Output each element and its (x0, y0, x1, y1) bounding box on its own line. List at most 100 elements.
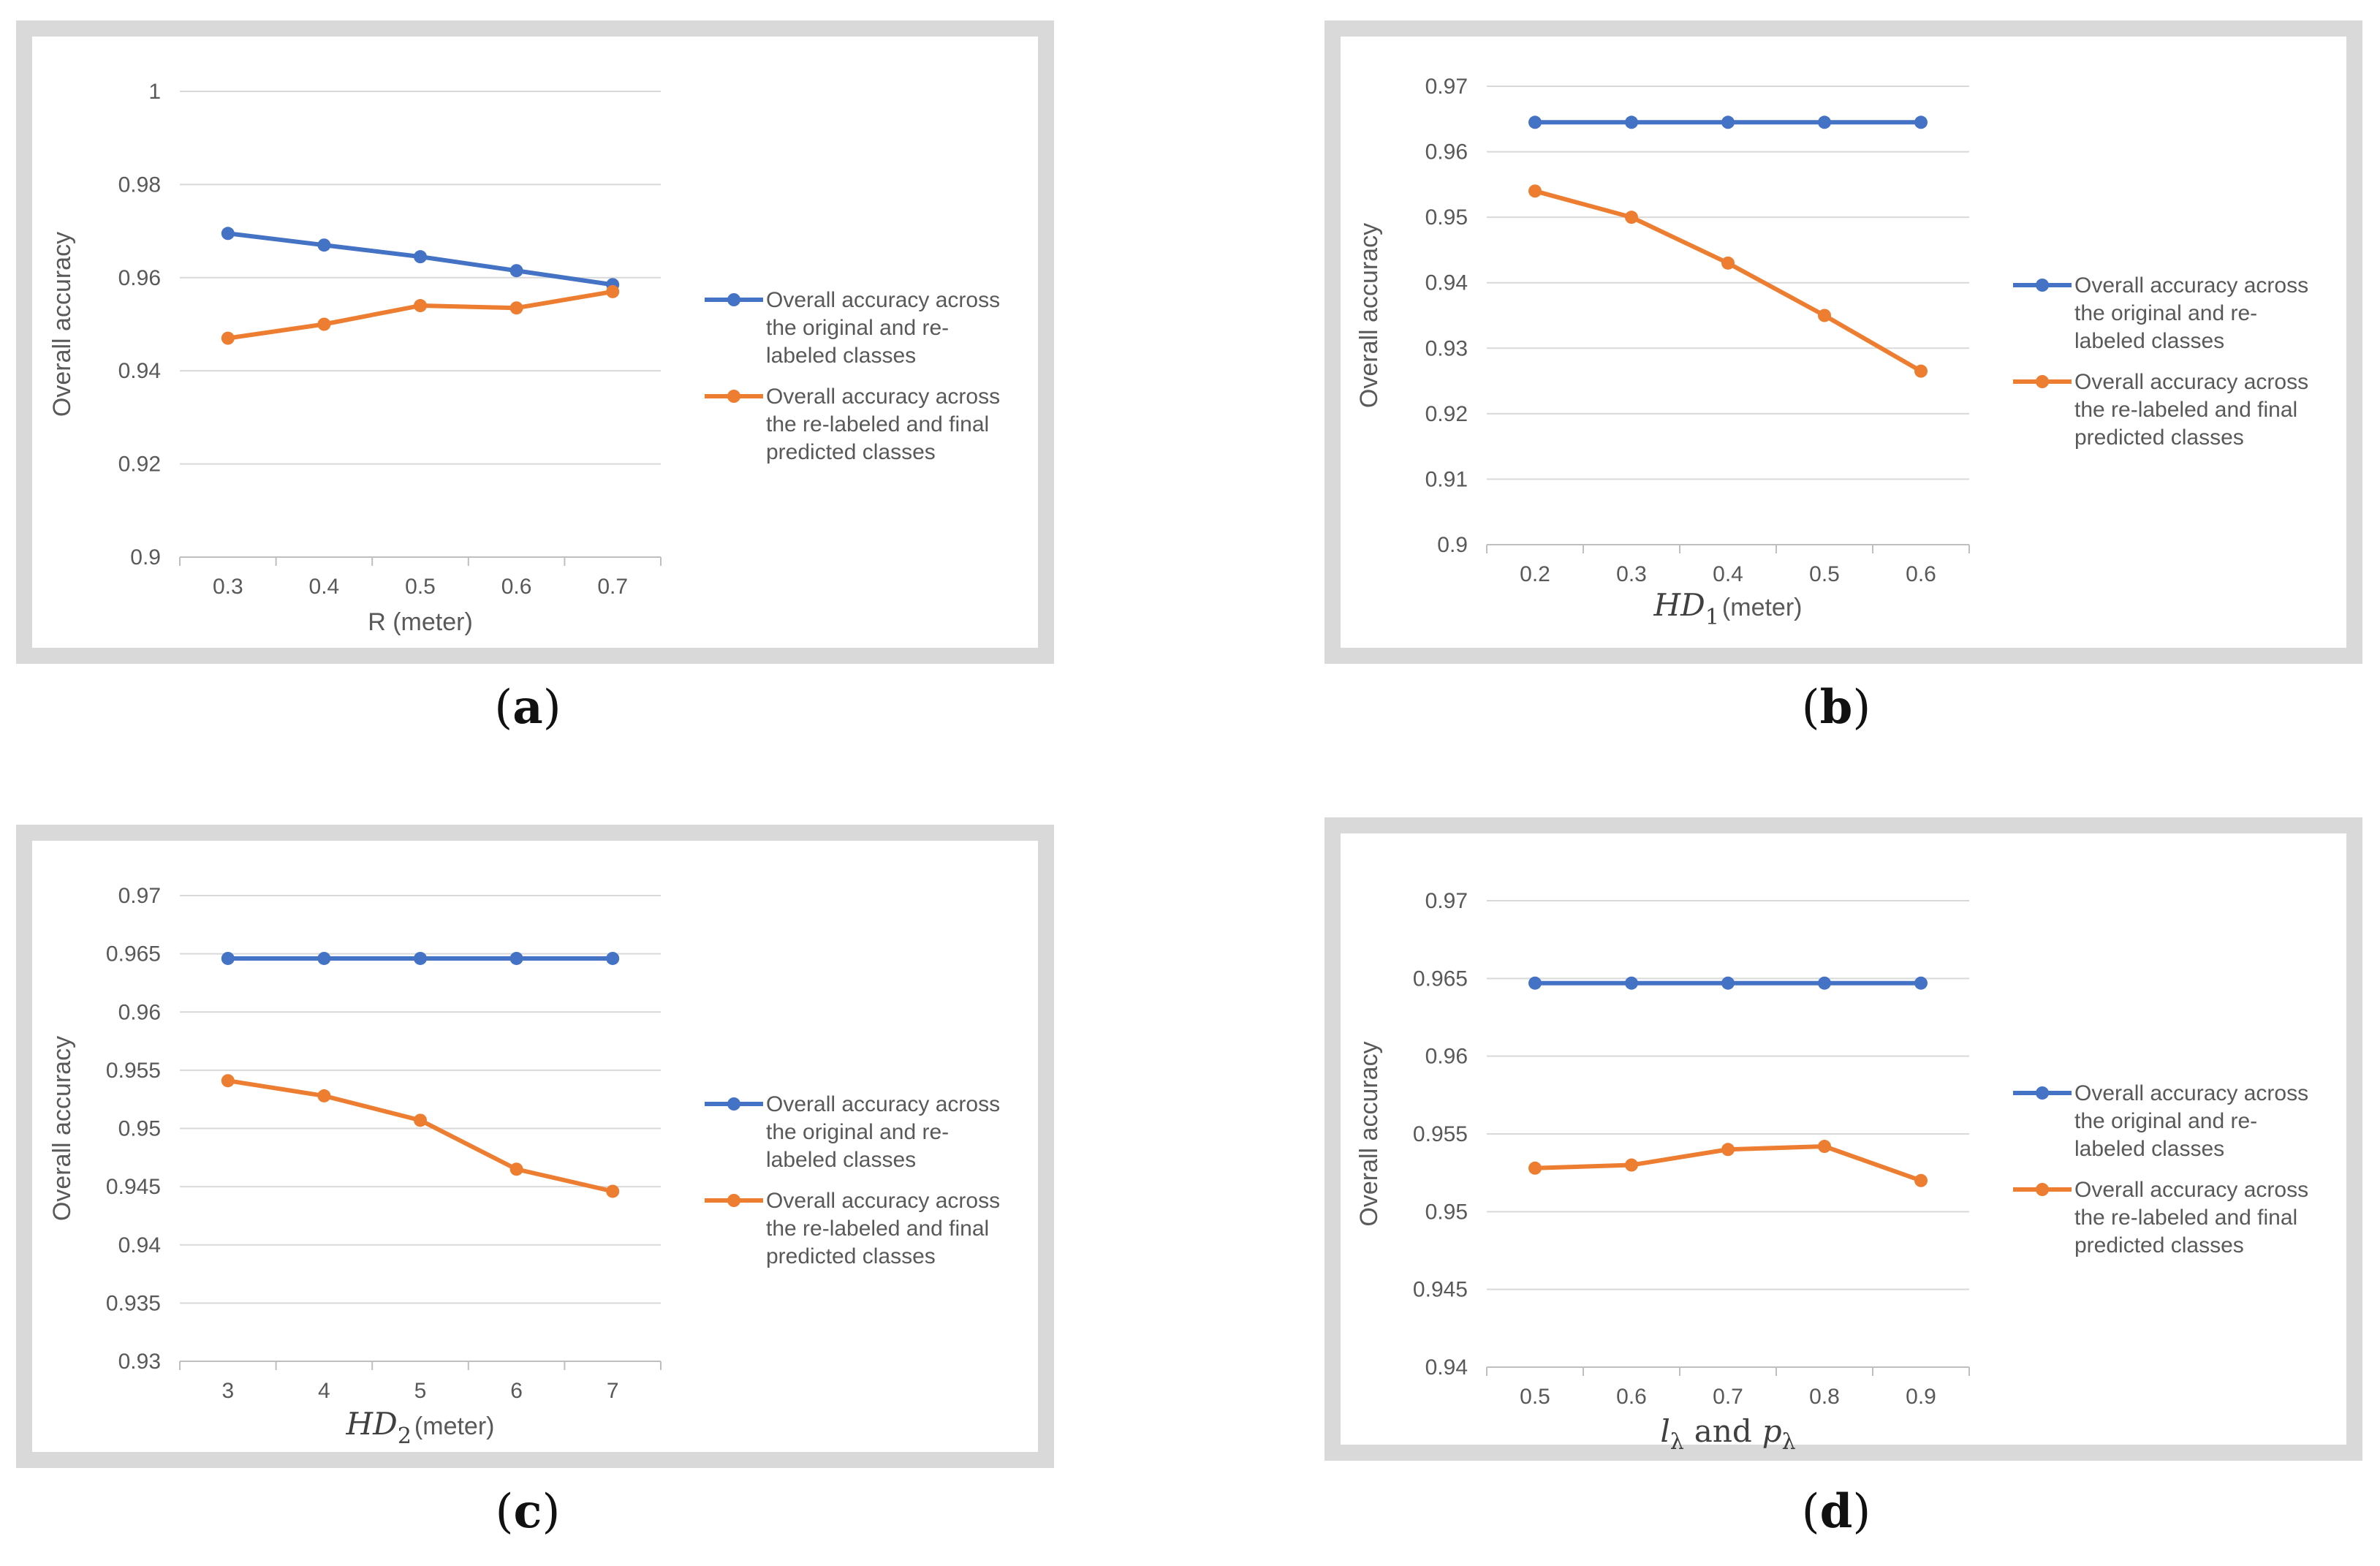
x-axis-label-symbol: HD (346, 1406, 398, 1442)
legend-marker-1 (727, 293, 740, 306)
legend-label-2: the re-labeled and final (766, 412, 989, 436)
x-tick-label: 0.5 (1809, 562, 1840, 586)
legend-label-2: the re-labeled and final (2074, 1206, 2297, 1230)
data-point (414, 951, 427, 965)
data-point (606, 284, 620, 298)
x-axis-label: HD2 (meter) (346, 1406, 495, 1449)
legend-label-2: predicted classes (766, 1244, 936, 1268)
legend-marker-2 (727, 390, 740, 403)
series-line-2 (1533, 189, 1923, 374)
series-line-2 (225, 1078, 615, 1194)
y-tick-label: 0.965 (1413, 967, 1468, 991)
line-chart-a: 0.9 0.92 0.94 0.96 0.98 1 0.3 0.4 0.5 0.6 0.7 Overa… (48, 80, 1000, 636)
x-tick-label: 0.5 (405, 575, 436, 599)
y-tick-label: 0.94 (1425, 271, 1468, 295)
data-point (606, 951, 620, 965)
legend-label-2: predicted classes (766, 440, 936, 464)
y-tick-label: 0.95 (1425, 1200, 1468, 1224)
x-axis-label-unit: (meter) (414, 1412, 495, 1440)
line-chart-d: 0.94 0.945 0.95 0.955 0.96 0.965 0.97 0.5 0.6 0.7… (1355, 889, 2308, 1455)
x-tick-label: 0.4 (309, 575, 340, 599)
x-tick-label: 6 (510, 1379, 523, 1403)
data-point (1721, 116, 1735, 129)
chart-area-c: 0.93 0.935 0.94 0.945 0.95 0.955 0.96 0.965 0.97… (32, 841, 1038, 1452)
data-point (1818, 1140, 1831, 1154)
y-tick-label: 0.92 (1425, 402, 1468, 426)
legend-marker-2 (2036, 1183, 2049, 1196)
data-point (1625, 116, 1638, 129)
y-tick-label: 0.96 (1425, 140, 1468, 164)
y-axis-label: Overall accuracy (48, 1036, 76, 1221)
line-chart-b: 0.9 0.91 0.92 0.93 0.94 0.95 0.96 0.97 0.2 0.3 0.4… (1355, 75, 2308, 630)
data-point (1625, 976, 1638, 990)
legend-label-2: Overall accuracy across (766, 1189, 1000, 1213)
data-point (221, 227, 235, 241)
data-point (1914, 976, 1928, 990)
data-point (1528, 1161, 1542, 1175)
data-point (606, 1184, 620, 1198)
y-tick-label: 0.96 (118, 266, 161, 290)
x-tick-label: 0.3 (1616, 562, 1647, 586)
y-tick-label: 0.97 (118, 884, 161, 908)
y-tick-label: 0.95 (118, 1117, 161, 1141)
data-point (509, 951, 523, 965)
x-tick-label: 0.6 (1616, 1385, 1647, 1409)
legend-label-2: predicted classes (2074, 425, 2244, 450)
y-tick-label: 0.92 (118, 453, 161, 477)
y-tick-label: 0.96 (1425, 1045, 1468, 1069)
legend-label-1: the original and re- (2074, 301, 2257, 325)
legend-marker-1 (2036, 279, 2049, 292)
data-point (1528, 976, 1542, 990)
caption-b: (b) (1801, 680, 1871, 735)
data-point (317, 951, 331, 965)
line-chart-c: 0.93 0.935 0.94 0.945 0.95 0.955 0.96 0.965 0.97… (48, 884, 1000, 1449)
data-point (414, 1113, 427, 1127)
x-axis-label-and: and (1694, 1413, 1752, 1449)
legend-marker-2 (2036, 375, 2049, 388)
y-tick-label: 0.955 (1413, 1122, 1468, 1146)
x-axis-label-subscript: 1 (1705, 605, 1719, 630)
data-point (1914, 116, 1928, 129)
data-point (1528, 116, 1542, 129)
caption-d: (d) (1801, 1484, 1871, 1539)
x-tick-label: 0.9 (1906, 1385, 1936, 1409)
caption-c: (c) (495, 1484, 561, 1539)
chart-area-d: 0.94 0.945 0.95 0.955 0.96 0.965 0.97 0.5 0.6 0.7… (1341, 833, 2346, 1455)
y-tick-label: 0.94 (1425, 1355, 1468, 1380)
y-tick-label: 0.945 (1413, 1278, 1468, 1302)
y-tick-label: 0.935 (106, 1291, 161, 1315)
y-tick-label: 0.9 (130, 545, 161, 570)
legend-label-1: labeled classes (2074, 329, 2224, 353)
legend-label-2: the re-labeled and final (766, 1217, 989, 1241)
data-point (1721, 976, 1735, 990)
x-axis-label: R (meter) (368, 608, 473, 636)
x-tick-label: 0.2 (1520, 562, 1550, 586)
x-axis-label-symbol: HD (1653, 587, 1705, 623)
data-point (221, 1074, 235, 1088)
x-axis-label-unit: (meter) (1722, 594, 1803, 621)
legend-label-1: Overall accuracy across (2074, 273, 2308, 298)
data-point (1914, 1173, 1928, 1187)
x-tick-label: 0.3 (213, 575, 243, 599)
legend-label-1: labeled classes (766, 344, 916, 368)
data-point (1625, 211, 1638, 224)
data-point (414, 250, 427, 264)
x-axis-label-subscript: λ (1670, 1429, 1684, 1455)
x-axis-label-l: l (1660, 1413, 1670, 1449)
y-tick-label: 0.94 (118, 359, 161, 383)
legend-marker-1 (727, 1097, 740, 1111)
legend-label-1: the original and re- (766, 316, 949, 340)
x-tick-label: 0.6 (1906, 562, 1936, 586)
x-tick-label: 0.6 (501, 575, 532, 599)
chart-panel-b: 0.9 0.91 0.92 0.93 0.94 0.95 0.96 0.97 0.2 0.3 0.4… (1324, 20, 2362, 664)
legend-label-1: the original and re- (2074, 1109, 2257, 1133)
x-axis-label-subscript: 2 (398, 1423, 412, 1449)
data-point (317, 1089, 331, 1102)
data-point (509, 1162, 523, 1176)
chart-area-b: 0.9 0.91 0.92 0.93 0.94 0.95 0.96 0.97 0.2 0.3 0.4… (1341, 37, 2346, 648)
data-point (1818, 309, 1831, 322)
legend-label-2: Overall accuracy across (2074, 1178, 2308, 1202)
data-point (317, 238, 331, 252)
y-tick-label: 0.95 (1425, 205, 1468, 230)
data-point (317, 317, 331, 331)
